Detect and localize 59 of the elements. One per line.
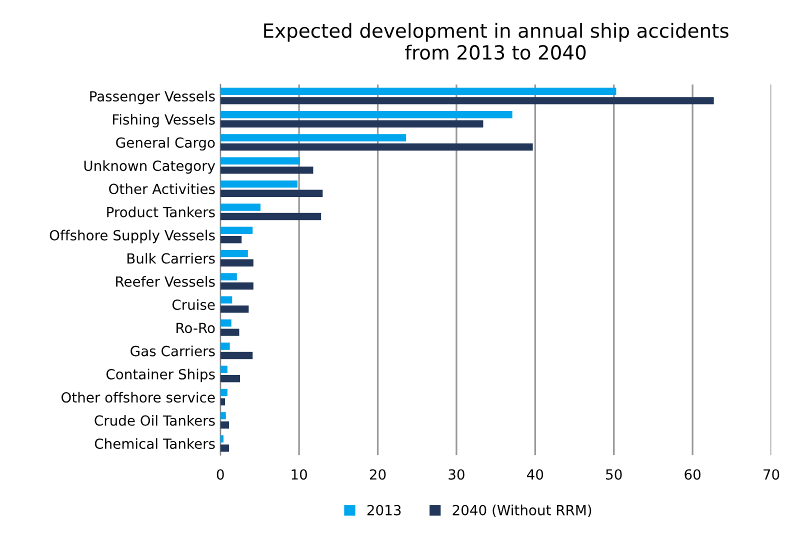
x-tick-label: 0 [216, 469, 224, 480]
bar [220, 282, 254, 290]
y-tick-label: Unknown Category [84, 160, 216, 174]
y-tick-label: Passenger Vessels [90, 90, 215, 104]
y-tick-label: Other offshore service [62, 392, 215, 403]
y-tick-label: Offshore Supply Vessels [50, 230, 215, 244]
bar [220, 226, 253, 234]
bar [220, 352, 253, 360]
y-tick-label: Gas Carriers [130, 346, 215, 356]
y-tick-label: Ro-Ro [176, 322, 215, 334]
bar [220, 157, 300, 165]
bar [220, 204, 260, 211]
bar [220, 306, 249, 313]
y-tick-label: Chemical Tankers [94, 438, 215, 449]
bar [220, 97, 714, 104]
bar [220, 166, 314, 174]
bar [220, 180, 298, 188]
bar [220, 88, 616, 96]
x-tick-label: 30 [448, 469, 464, 480]
y-tick-label: Crude Oil Tankers [94, 415, 215, 426]
bar [220, 259, 254, 266]
bar [220, 375, 240, 382]
bar [220, 212, 322, 220]
bar [220, 366, 228, 373]
bar [220, 342, 230, 350]
x-tick-label: 20 [370, 469, 386, 480]
bar [220, 236, 242, 244]
y-tick-label: Cruise [172, 299, 215, 310]
bar [220, 435, 224, 442]
bar [220, 273, 237, 280]
bar [220, 412, 226, 420]
y-tick-label: Fishing Vessels [113, 114, 215, 128]
x-tick-label: 60 [684, 469, 700, 480]
legend-label: 2040 (Without RRM) [452, 504, 592, 518]
bar [220, 319, 232, 327]
bar [220, 120, 484, 128]
bar [220, 444, 230, 452]
bar [220, 190, 323, 197]
y-tick-label: Other Activities [109, 183, 215, 194]
bar [220, 296, 232, 304]
x-tick-label: 10 [292, 469, 307, 480]
bar [220, 134, 406, 142]
bar [220, 421, 230, 429]
chart-title: Expected development in annual ship accidents from 2013 to 2040 [264, 22, 728, 60]
bar [220, 328, 240, 336]
legend-label: 2013 [367, 504, 401, 516]
bar [220, 143, 533, 151]
y-tick-label: Reefer Vessels [116, 276, 215, 287]
x-tick-label: 50 [606, 469, 622, 480]
bar [220, 110, 512, 118]
y-tick-label: Bulk Carriers [127, 252, 215, 264]
y-tick-label: Container Ships [106, 368, 215, 382]
x-tick-label: 70 [764, 469, 780, 480]
bar [220, 388, 228, 396]
bar [220, 398, 226, 406]
bar [220, 250, 248, 258]
y-tick-label: General Cargo [116, 137, 215, 151]
y-tick-label: Product Tankers [107, 206, 215, 218]
x-tick-label: 40 [527, 469, 544, 480]
